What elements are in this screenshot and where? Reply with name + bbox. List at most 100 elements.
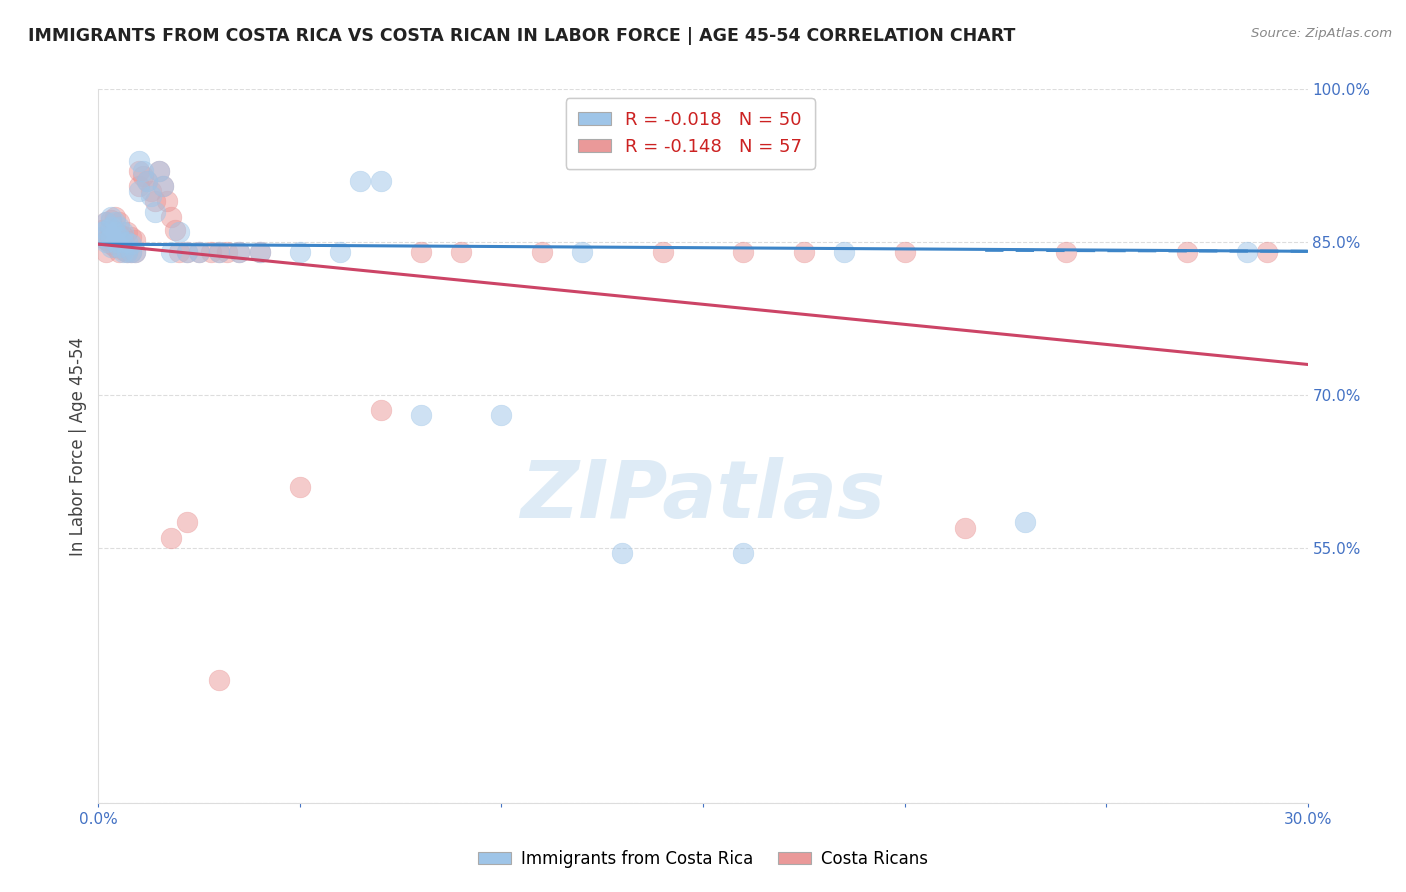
Point	[103, 225, 125, 239]
Point	[103, 240, 125, 254]
Point	[124, 245, 146, 260]
Point	[249, 245, 271, 260]
Point	[163, 223, 186, 237]
Point	[1236, 245, 1258, 260]
Point	[115, 225, 138, 239]
Point	[733, 546, 755, 560]
Point	[832, 245, 855, 260]
Point	[91, 230, 114, 244]
Text: IMMIGRANTS FROM COSTA RICA VS COSTA RICAN IN LABOR FORCE | AGE 45-54 CORRELATION: IMMIGRANTS FROM COSTA RICA VS COSTA RICA…	[28, 27, 1015, 45]
Point	[349, 174, 371, 188]
Point	[128, 179, 150, 194]
Point	[100, 227, 122, 241]
Point	[152, 179, 174, 194]
Point	[135, 174, 157, 188]
Point	[1256, 245, 1278, 260]
Point	[111, 235, 134, 249]
Point	[103, 210, 125, 224]
Point	[115, 245, 138, 260]
Point	[329, 245, 352, 260]
Point	[111, 225, 134, 239]
Point	[167, 225, 190, 239]
Point	[152, 179, 174, 194]
Point	[530, 245, 553, 260]
Point	[139, 184, 162, 198]
Point	[96, 235, 118, 249]
Point	[160, 245, 183, 260]
Point	[103, 225, 125, 239]
Point	[288, 480, 311, 494]
Point	[200, 245, 222, 260]
Point	[107, 240, 129, 254]
Point	[111, 229, 134, 244]
Point	[107, 215, 129, 229]
Point	[111, 244, 134, 258]
Point	[176, 245, 198, 260]
Point	[893, 245, 915, 260]
Point	[793, 245, 815, 260]
Point	[111, 245, 134, 260]
Point	[132, 163, 155, 178]
Point	[1175, 245, 1198, 260]
Point	[128, 153, 150, 168]
Point	[450, 245, 472, 260]
Text: ZIPatlas: ZIPatlas	[520, 457, 886, 535]
Point	[91, 225, 114, 239]
Point	[120, 237, 142, 252]
Point	[249, 245, 271, 260]
Point	[409, 409, 432, 423]
Point	[143, 194, 166, 209]
Point	[156, 194, 179, 209]
Point	[96, 233, 118, 247]
Point	[167, 245, 190, 260]
Point	[100, 230, 122, 244]
Point	[96, 215, 118, 229]
Point	[208, 245, 231, 260]
Point	[612, 546, 634, 560]
Point	[120, 245, 142, 260]
Point	[409, 245, 432, 260]
Point	[128, 163, 150, 178]
Point	[128, 184, 150, 198]
Point	[1054, 245, 1077, 260]
Point	[1014, 516, 1036, 530]
Point	[143, 204, 166, 219]
Point	[96, 215, 118, 229]
Point	[124, 233, 146, 247]
Point	[491, 409, 513, 423]
Point	[96, 223, 118, 237]
Point	[91, 230, 114, 244]
Point	[115, 245, 138, 260]
Point	[733, 245, 755, 260]
Point	[188, 245, 211, 260]
Point	[107, 219, 129, 234]
Point	[103, 235, 125, 249]
Point	[107, 245, 129, 260]
Point	[228, 245, 250, 260]
Point	[148, 163, 170, 178]
Point	[160, 531, 183, 545]
Point	[107, 227, 129, 241]
Point	[100, 212, 122, 227]
Point	[228, 245, 250, 260]
Point	[124, 245, 146, 260]
Point	[370, 403, 392, 417]
Point	[132, 169, 155, 183]
Point	[100, 210, 122, 224]
Y-axis label: In Labor Force | Age 45-54: In Labor Force | Age 45-54	[69, 336, 87, 556]
Point	[148, 163, 170, 178]
Point	[176, 245, 198, 260]
Point	[100, 237, 122, 252]
Point	[651, 245, 673, 260]
Point	[217, 245, 239, 260]
Point	[96, 245, 118, 260]
Point	[100, 219, 122, 234]
Point	[120, 245, 142, 260]
Point	[103, 215, 125, 229]
Point	[208, 245, 231, 260]
Point	[115, 235, 138, 249]
Point	[91, 223, 114, 237]
Point	[953, 520, 976, 534]
Point	[139, 189, 162, 203]
Point	[120, 230, 142, 244]
